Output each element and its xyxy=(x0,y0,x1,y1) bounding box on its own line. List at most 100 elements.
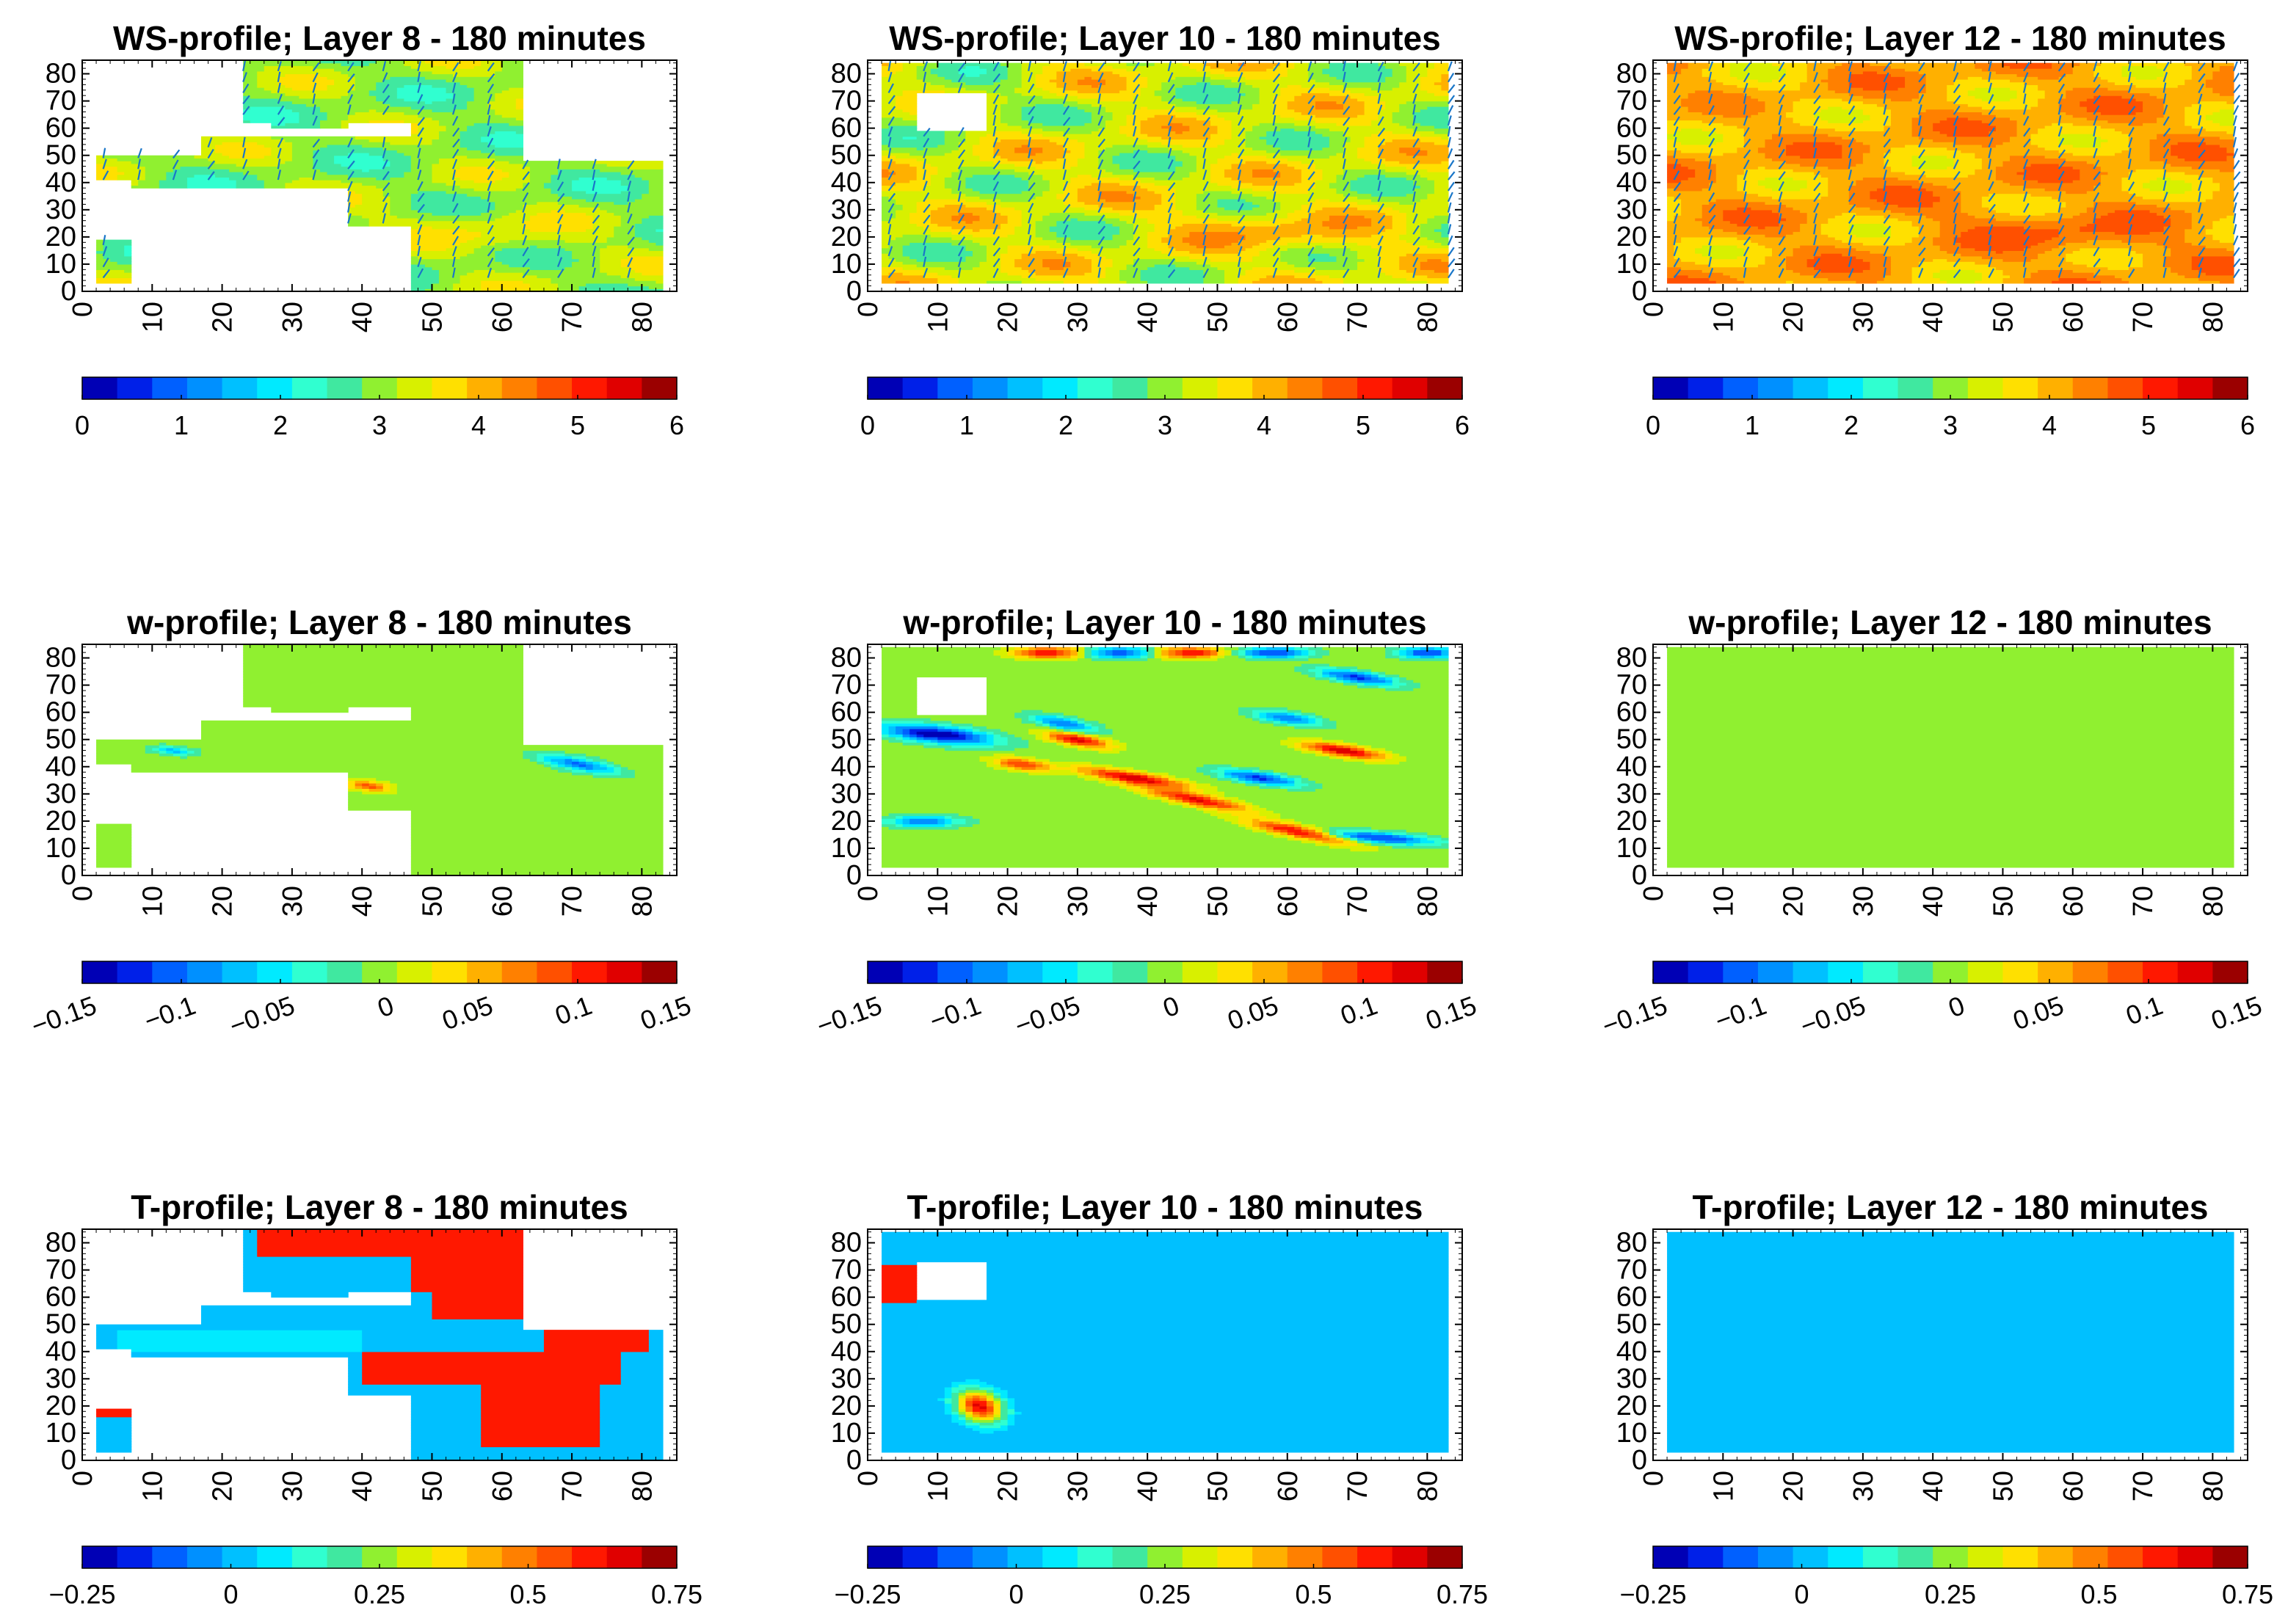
wind-vector xyxy=(627,267,631,278)
heatmap-cell xyxy=(1021,144,1029,148)
heatmap-cell xyxy=(1021,65,1043,69)
heatmap-cell xyxy=(600,261,622,265)
wind-vector xyxy=(1778,104,1783,115)
heatmap-cell xyxy=(2219,280,2234,284)
heatmap-cell xyxy=(1091,68,1127,72)
wind-vector xyxy=(2093,247,2100,257)
heatmap-cell xyxy=(1667,161,1710,164)
heatmap-cell xyxy=(1000,223,1023,227)
heatmap-cell xyxy=(410,131,419,134)
heatmap-cells xyxy=(882,62,1449,284)
heatmap-cell xyxy=(1063,153,1086,156)
heatmap-cell xyxy=(1667,269,1703,273)
wind-vector xyxy=(2198,83,2204,93)
heatmap-cell xyxy=(2226,158,2234,161)
x-tick-label: 10 xyxy=(137,302,168,332)
heatmap-cell xyxy=(1667,62,1689,67)
wind-vector xyxy=(992,191,998,203)
heatmap-cell xyxy=(103,253,125,257)
heatmap-cell xyxy=(1287,101,1316,104)
heatmap-cell xyxy=(1729,220,1780,224)
heatmap-cell xyxy=(1765,144,1787,148)
colorbar-segment xyxy=(396,377,433,399)
heatmap-cell xyxy=(1939,196,1961,200)
heatmap-cell xyxy=(2038,269,2074,273)
heatmap-cell xyxy=(1147,245,1169,249)
heatmap-cell xyxy=(1862,269,1892,273)
heatmap-cell xyxy=(410,864,664,868)
heatmap-cell xyxy=(1378,112,1393,115)
heatmap-cell xyxy=(515,117,523,121)
wind-vector xyxy=(1743,149,1751,159)
heatmap-cell xyxy=(368,780,377,784)
heatmap-cell xyxy=(96,163,104,167)
heatmap-cell xyxy=(410,815,664,819)
heatmap-cell xyxy=(1667,76,1710,80)
heatmap-cell xyxy=(1056,81,1078,85)
wind-vector xyxy=(207,171,215,181)
wind-vector xyxy=(1848,268,1854,278)
heatmap-cell xyxy=(1077,139,1148,142)
wind-vector xyxy=(1237,93,1241,104)
heatmap-cell xyxy=(972,212,1001,216)
wind-vector xyxy=(2023,192,2028,203)
heatmap-cell xyxy=(2121,188,2151,192)
wind-vector xyxy=(1778,148,1785,159)
heatmap-cell xyxy=(1196,117,1225,121)
heatmap-cell xyxy=(460,277,552,281)
heatmap-cell xyxy=(1378,261,1400,265)
heatmap-cell xyxy=(620,764,664,768)
heatmap-cell xyxy=(1848,196,1871,200)
heatmap-cell xyxy=(902,253,973,257)
heatmap-cell xyxy=(1210,180,1239,183)
wind-vector xyxy=(1988,170,1993,181)
heatmap-cell xyxy=(1238,239,1267,243)
wind-vector xyxy=(452,246,457,257)
wind-vector xyxy=(957,236,966,246)
wind-vector xyxy=(1133,94,1139,104)
heatmap-cell xyxy=(201,136,272,140)
heatmap-cell xyxy=(1420,84,1442,88)
heatmap-cell xyxy=(558,288,580,292)
colorbar-segment xyxy=(467,377,503,399)
wind-vector xyxy=(1237,170,1242,181)
wind-vector xyxy=(923,235,928,246)
heatmap-cell xyxy=(1862,153,1885,156)
wind-vector xyxy=(1202,148,1207,159)
colorbar-segment xyxy=(2002,377,2038,399)
heatmap-cell xyxy=(1667,174,1696,178)
wind-vector xyxy=(1307,84,1315,94)
heatmap-cell xyxy=(1406,65,1435,69)
heatmap-cell xyxy=(1688,92,1745,96)
heatmap-cell xyxy=(396,150,482,153)
heatmap-cell xyxy=(2010,274,2032,279)
wind-vector xyxy=(1918,202,1922,213)
wind-vector xyxy=(556,170,562,181)
heatmap-cell xyxy=(410,166,433,170)
heatmap-cell xyxy=(1091,117,1114,121)
heatmap-cell xyxy=(1820,109,1864,113)
heatmap-cell xyxy=(586,766,594,771)
heatmap-cell xyxy=(1119,166,1176,170)
heatmap-cell xyxy=(1308,212,1386,216)
heatmap-cell xyxy=(348,166,384,170)
heatmap-cell xyxy=(1077,193,1100,197)
y-tick-label: 10 xyxy=(46,249,76,280)
heatmap-cell xyxy=(1870,147,1892,150)
heatmap-cell xyxy=(628,185,650,189)
heatmap-cell xyxy=(481,245,531,249)
heatmap-cell xyxy=(1378,258,1400,262)
heatmap-cell xyxy=(1856,280,1878,284)
heatmap-cell xyxy=(1884,253,1961,257)
heatmap-cell xyxy=(993,161,1036,164)
heatmap-cell xyxy=(1806,220,1828,224)
wind-vector xyxy=(2162,246,2168,257)
heatmap-cell xyxy=(382,188,475,192)
heatmap-cell xyxy=(1772,136,1842,140)
heatmap-cell xyxy=(410,873,664,876)
colorbar-segment xyxy=(1322,377,1358,399)
heatmap-cell xyxy=(896,209,918,214)
wind-vector xyxy=(592,267,596,278)
heatmap-cell xyxy=(1674,217,1696,222)
heatmap-cell xyxy=(1681,199,1717,203)
